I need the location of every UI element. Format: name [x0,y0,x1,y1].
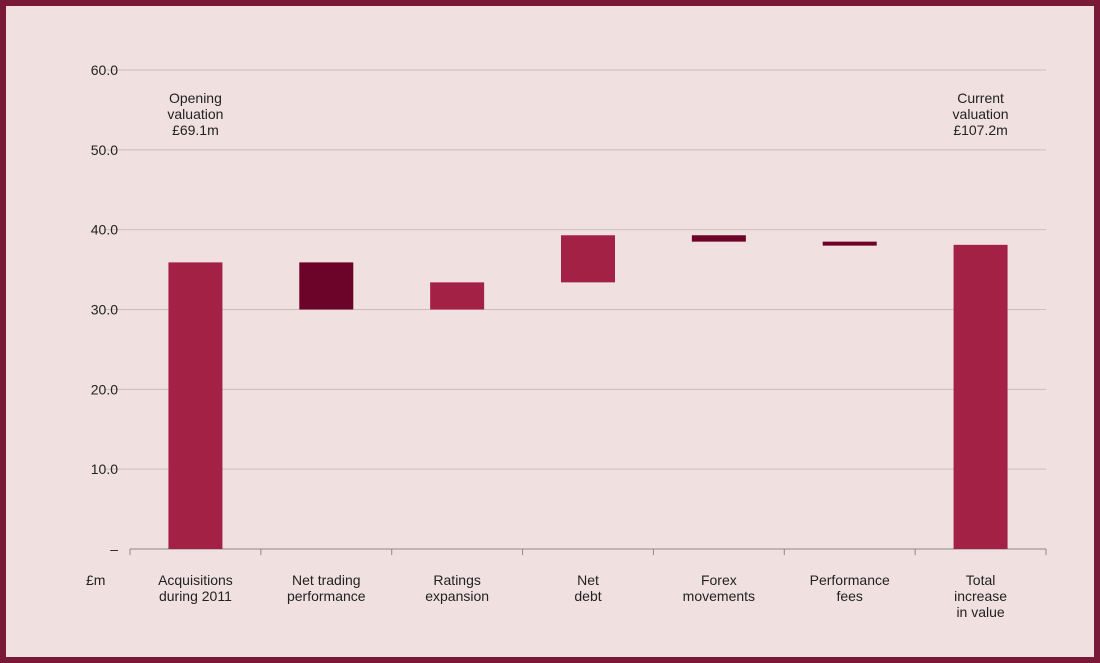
y-tick-label: 50.0 [91,142,118,158]
category-label: Net trading performance [287,572,366,604]
bar [953,244,1008,549]
bar [168,262,223,549]
waterfall-chart: – 10.0 20.0 30.0 40.0 50.0 60.0 £m Acquisitions d… [86,62,1047,620]
category-label: Ratings expansion [425,572,489,604]
bar [822,241,877,246]
y-tick-label: 10.0 [91,461,118,477]
unit-label: £m [86,572,105,588]
y-tick-label: 30.0 [91,302,118,318]
y-tick-label: – [110,541,118,557]
valuation-annotation: Current valuation £107.2m [953,90,1009,138]
bar [430,282,485,310]
category-label: Net debt [574,572,601,604]
chart-frame: – 10.0 20.0 30.0 40.0 50.0 60.0 £m Acquisitions d… [6,6,1094,657]
bar [299,262,354,310]
bar [561,235,615,283]
y-tick-label: 60.0 [91,62,118,78]
valuation-annotation: Opening valuation £69.1m [167,90,223,138]
category-label: Performance fees [810,572,890,604]
y-tick-label: 20.0 [91,381,118,397]
y-tick-label: 40.0 [91,222,118,238]
category-label: Forex movements [683,572,755,604]
bar [691,235,746,242]
category-label: Acquisitions during 2011 [158,572,233,604]
category-label: Total increase in value [954,572,1007,620]
